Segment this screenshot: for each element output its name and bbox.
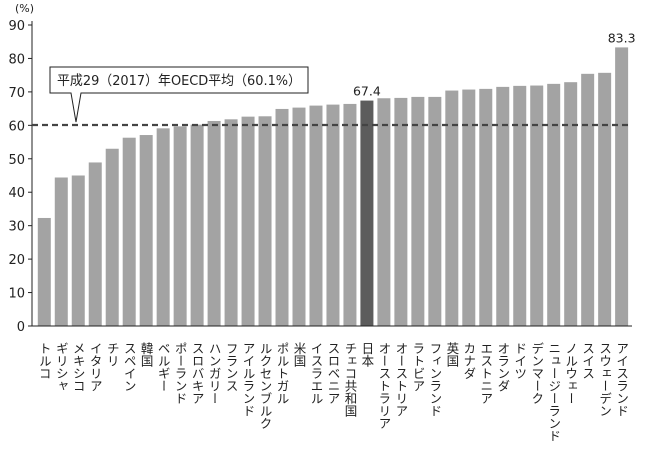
bars: [37, 47, 629, 327]
x-tick-label: フランス: [224, 342, 239, 392]
y-tick-label: 50: [8, 153, 25, 168]
bar: [71, 175, 85, 326]
x-tick-label: スロバキア: [190, 342, 205, 405]
bar: [581, 73, 595, 326]
bar: [479, 88, 493, 326]
x-tick-label: イスラエル: [308, 342, 323, 405]
reference-line-label: 平成29（2017）年OECD平均（60.1%）: [57, 73, 301, 89]
bar: [207, 120, 221, 326]
y-tick-label: 30: [8, 220, 25, 235]
x-tick-label: ラトビア: [410, 342, 425, 392]
y-unit-label: (%): [15, 2, 34, 15]
bar-highlight: [360, 100, 374, 326]
x-tick-label: チリ: [105, 342, 120, 367]
x-tick-label: フィンランド: [427, 342, 442, 417]
x-tick-label: 米国: [292, 342, 307, 367]
x-tick-label: スイス: [580, 342, 595, 380]
bar: [462, 89, 476, 326]
x-tick-label: スウェーデン: [597, 342, 612, 417]
x-tick-label: カナダ: [461, 342, 476, 380]
bar: [598, 72, 612, 326]
bar: [292, 107, 306, 326]
x-tick-label: ルクセンブルク: [258, 342, 273, 430]
x-tick-label: 日本: [359, 342, 374, 368]
x-tick-label: ドイツ: [512, 342, 527, 380]
bar: [496, 86, 510, 326]
bar: [547, 83, 561, 327]
x-tick-label: 韓国: [139, 342, 154, 367]
x-axis: トルコ ギリシャ メキシコ イタリア チリ スペイン 韓国 ベルギー ポーランド スロバキア ハンガ…: [32, 325, 632, 442]
y-tick-label: 70: [8, 86, 25, 101]
bar: [275, 108, 289, 326]
x-tick-label: チェコ共和国: [342, 342, 357, 417]
y-tick-label: 0: [17, 320, 25, 335]
bar: [173, 126, 187, 326]
reference-line-group: 平成29（2017）年OECD平均（60.1%）: [32, 66, 632, 127]
x-tick-label: アイルランド: [241, 342, 256, 417]
x-tick-label: メキシコ: [71, 342, 86, 392]
bar: [258, 116, 272, 326]
bar: [513, 85, 527, 326]
x-tick-label: スロベニア: [325, 342, 340, 405]
bar: [445, 90, 459, 326]
y-tick-label: 10: [8, 287, 25, 302]
x-tick-label: デンマーク: [529, 342, 544, 405]
data-labels: 67.4 83.3: [353, 30, 636, 98]
x-tick-label: トルコ: [37, 342, 52, 380]
bar: [156, 128, 170, 326]
y-tick-label: 20: [8, 253, 25, 268]
bar: [326, 104, 340, 326]
y-tick-label: 80: [8, 52, 25, 67]
x-tick-label: オーストラリア: [376, 342, 391, 430]
data-label: 83.3: [608, 30, 636, 45]
x-tick-label: オーストリア: [393, 342, 408, 417]
x-tick-label: オランダ: [495, 342, 510, 392]
bar: [54, 177, 68, 326]
bar: [122, 137, 136, 326]
x-tick-label: ポルトガル: [275, 342, 290, 405]
bar: [530, 85, 544, 326]
bar: [343, 103, 357, 326]
bar: [105, 148, 119, 326]
x-tick-label: 英国: [444, 342, 459, 367]
x-tick-label: ノルウェー: [563, 342, 578, 405]
bar: [190, 124, 204, 326]
y-tick-label: 60: [8, 119, 25, 134]
bar: [224, 119, 238, 327]
y-axis: 0 10 20 30 40 50 60 70 80 90: [8, 19, 33, 335]
bar: [309, 105, 323, 327]
x-tick-label: アイスランド: [614, 342, 629, 417]
y-tick-label: 90: [8, 19, 25, 34]
bar: [615, 47, 629, 326]
x-tick-label: スペイン: [122, 342, 137, 392]
bar: [37, 217, 51, 326]
x-tick-label: ポーランド: [173, 342, 188, 405]
bar: [139, 135, 153, 326]
x-tick-label: イタリア: [88, 342, 103, 392]
bar: [394, 97, 408, 326]
x-tick-label: ギリシャ: [54, 342, 69, 392]
reference-callout-box: [49, 66, 309, 123]
x-tick-label: ベルギー: [156, 342, 171, 392]
bar: [377, 98, 391, 326]
x-tick-label: ハンガリー: [207, 342, 222, 405]
bar: [428, 96, 442, 327]
y-tick-label: 40: [8, 186, 25, 201]
bar: [564, 82, 578, 326]
x-tick-label: エストニア: [478, 342, 493, 405]
data-label: 67.4: [353, 84, 381, 99]
bar: [241, 116, 255, 326]
x-tick-label: ニュージーランド: [546, 342, 561, 442]
bar: [88, 162, 102, 326]
bar: [411, 96, 425, 327]
